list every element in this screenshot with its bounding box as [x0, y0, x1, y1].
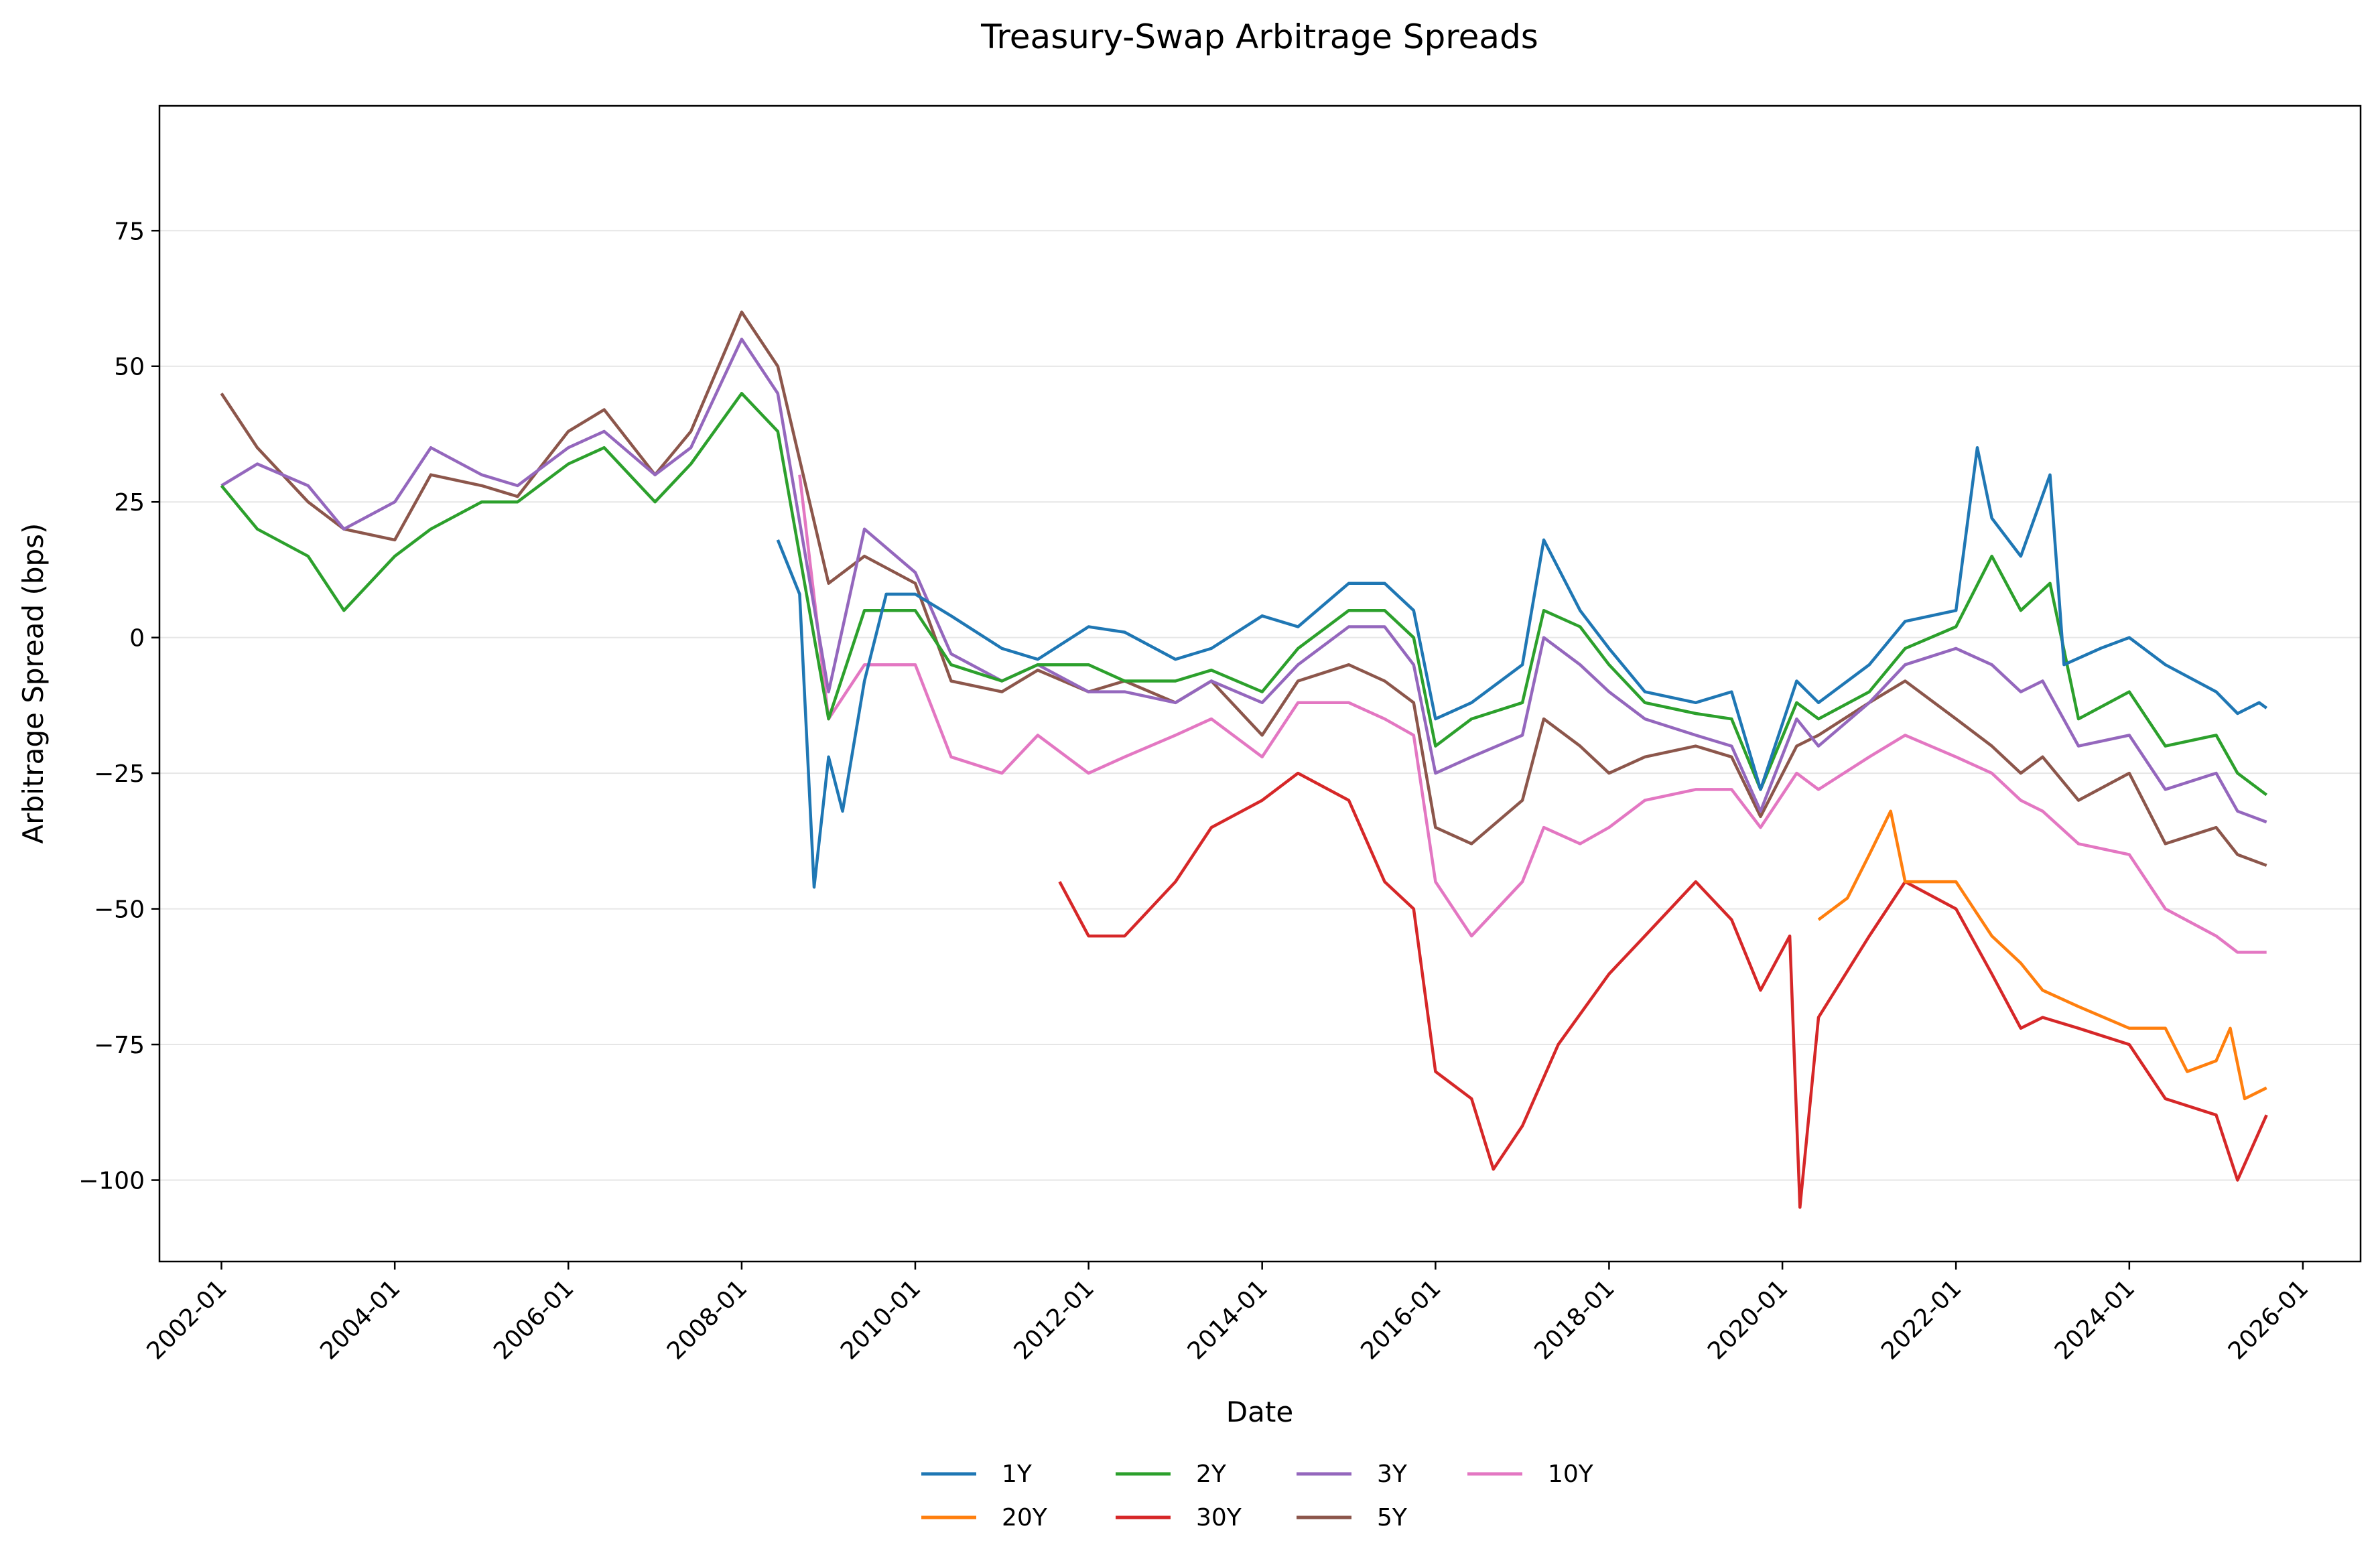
x-tick-label: 2018-01: [1529, 1274, 1619, 1365]
y-tick-label: −25: [94, 760, 145, 788]
legend-label-10y: 10Y: [1548, 1460, 1594, 1488]
grid-lines: [159, 230, 2361, 1181]
x-tick-label: 2012-01: [1009, 1274, 1100, 1365]
x-tick-label: 2010-01: [836, 1274, 926, 1365]
legend-label-3y: 3Y: [1377, 1460, 1408, 1488]
chart-title: Treasury-Swap Arbitrage Spreads: [980, 17, 1538, 56]
x-axis-ticks: 2002-01 2004-01 2006-01 2008-01 2010-01 2012-…: [141, 1262, 2314, 1365]
y-tick-label: −75: [94, 1032, 145, 1059]
x-tick-label: 2016-01: [1356, 1274, 1446, 1365]
legend-label-5y: 5Y: [1377, 1504, 1408, 1532]
y-axis-ticks: 75 50 25 0 −25 −50 −75 −100: [78, 218, 159, 1195]
y-tick-label: 25: [114, 489, 145, 517]
x-tick-label: 2024-01: [2050, 1274, 2140, 1365]
legend-label-20y: 20Y: [1002, 1504, 1048, 1532]
x-axis-label: Date: [1226, 1396, 1293, 1428]
y-tick-label: 0: [129, 625, 145, 653]
series-line-10y: [798, 474, 2267, 954]
x-tick-label: 2020-01: [1703, 1274, 1793, 1365]
legend-label-1y: 1Y: [1002, 1460, 1033, 1488]
y-axis-label: Arbitrage Spread (bps): [17, 523, 50, 844]
legend: 1Y 20Y 2Y 30Y 3Y 5Y 10Y: [921, 1460, 1594, 1532]
series-lines: [220, 310, 2268, 1209]
x-tick-label: 2022-01: [1876, 1274, 1967, 1365]
y-tick-label: −50: [94, 896, 145, 924]
series-line-3y: [220, 337, 2267, 824]
x-tick-label: 2002-01: [141, 1274, 232, 1365]
legend-label-30y: 30Y: [1196, 1504, 1242, 1532]
x-tick-label: 2008-01: [662, 1274, 752, 1365]
series-line-5y: [220, 310, 2267, 867]
legend-label-2y: 2Y: [1196, 1460, 1227, 1488]
y-tick-label: 75: [114, 218, 145, 245]
plot-area-frame: [158, 105, 2362, 1263]
x-tick-label: 2014-01: [1183, 1274, 1273, 1365]
series-line-1y: [776, 446, 2268, 889]
series-line-2y: [220, 391, 2268, 797]
y-tick-label: 50: [114, 354, 145, 381]
y-tick-label: −100: [78, 1168, 145, 1195]
series-line-20y: [1817, 809, 2267, 1101]
x-tick-label: 2026-01: [2223, 1274, 2314, 1365]
series-line-30y: [1058, 771, 2268, 1209]
x-tick-label: 2004-01: [315, 1274, 405, 1365]
x-tick-label: 2006-01: [488, 1274, 579, 1365]
